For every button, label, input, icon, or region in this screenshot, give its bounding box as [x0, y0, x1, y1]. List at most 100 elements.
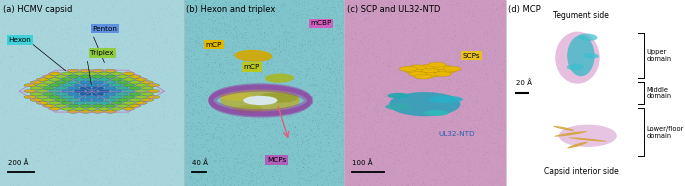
- Point: [345, 107, 356, 110]
- Point: [190, 5, 201, 8]
- Point: [107, 44, 118, 46]
- Point: [277, 153, 288, 155]
- Point: [444, 77, 455, 80]
- Point: [440, 125, 451, 128]
- Point: [200, 70, 211, 73]
- Point: [376, 184, 387, 186]
- Point: [377, 74, 388, 77]
- Point: [152, 106, 163, 109]
- Point: [405, 179, 416, 182]
- Point: [327, 71, 338, 74]
- Point: [88, 121, 99, 124]
- Point: [437, 130, 448, 133]
- Point: [0, 172, 8, 175]
- Point: [438, 136, 449, 139]
- Point: [463, 70, 474, 73]
- Point: [277, 128, 288, 131]
- Point: [428, 141, 439, 144]
- Point: [155, 35, 166, 38]
- Point: [447, 178, 458, 181]
- Point: [184, 57, 195, 60]
- Point: [487, 130, 498, 133]
- Point: [125, 122, 136, 125]
- Point: [369, 108, 380, 111]
- Point: [172, 35, 183, 38]
- Point: [277, 146, 288, 149]
- Point: [324, 26, 335, 29]
- Point: [458, 59, 469, 62]
- Point: [57, 100, 68, 102]
- Point: [245, 107, 256, 110]
- Point: [441, 179, 452, 182]
- Point: [351, 153, 362, 156]
- Point: [199, 109, 210, 112]
- Point: [445, 93, 456, 96]
- Point: [357, 35, 368, 38]
- Point: [196, 13, 207, 16]
- Point: [334, 73, 345, 76]
- Point: [361, 35, 372, 38]
- Point: [381, 136, 392, 139]
- Point: [297, 60, 308, 63]
- Point: [483, 124, 494, 127]
- Point: [428, 58, 439, 61]
- Point: [267, 108, 278, 111]
- Point: [240, 151, 251, 154]
- Point: [126, 34, 137, 37]
- Point: [303, 159, 314, 162]
- Point: [197, 166, 208, 169]
- Point: [336, 62, 347, 65]
- Point: [218, 142, 229, 145]
- Point: [449, 95, 460, 98]
- Point: [219, 32, 230, 35]
- Point: [398, 167, 409, 170]
- Point: [482, 32, 493, 35]
- Point: [146, 148, 157, 151]
- Circle shape: [55, 104, 67, 107]
- Point: [396, 83, 407, 86]
- Point: [284, 114, 295, 117]
- Point: [471, 96, 482, 99]
- Point: [142, 87, 153, 90]
- Point: [426, 177, 437, 180]
- Point: [386, 82, 397, 85]
- Point: [27, 154, 38, 157]
- Point: [176, 151, 187, 154]
- Point: [8, 94, 19, 97]
- Point: [425, 66, 436, 69]
- Point: [140, 139, 151, 142]
- Point: [136, 86, 147, 89]
- Point: [188, 177, 199, 180]
- Point: [296, 57, 307, 60]
- Point: [13, 0, 24, 3]
- Point: [188, 49, 199, 52]
- Point: [441, 135, 452, 138]
- Point: [310, 23, 321, 26]
- Point: [181, 184, 192, 186]
- Point: [30, 52, 41, 55]
- Point: [224, 80, 235, 83]
- Point: [349, 69, 360, 72]
- Point: [497, 109, 508, 112]
- Point: [34, 54, 45, 57]
- Point: [473, 90, 484, 93]
- Point: [218, 178, 229, 181]
- Point: [329, 16, 340, 19]
- Point: [119, 49, 130, 52]
- Point: [231, 67, 242, 70]
- Point: [267, 104, 278, 107]
- Point: [78, 15, 89, 18]
- Point: [241, 74, 252, 77]
- Point: [329, 5, 340, 8]
- Point: [169, 178, 180, 181]
- Point: [233, 140, 244, 143]
- Point: [450, 89, 461, 92]
- Point: [25, 16, 36, 19]
- Point: [285, 158, 296, 161]
- Point: [247, 49, 258, 52]
- Point: [447, 9, 458, 12]
- Point: [271, 136, 282, 139]
- Point: [13, 46, 24, 49]
- Point: [468, 142, 479, 145]
- Point: [407, 98, 418, 101]
